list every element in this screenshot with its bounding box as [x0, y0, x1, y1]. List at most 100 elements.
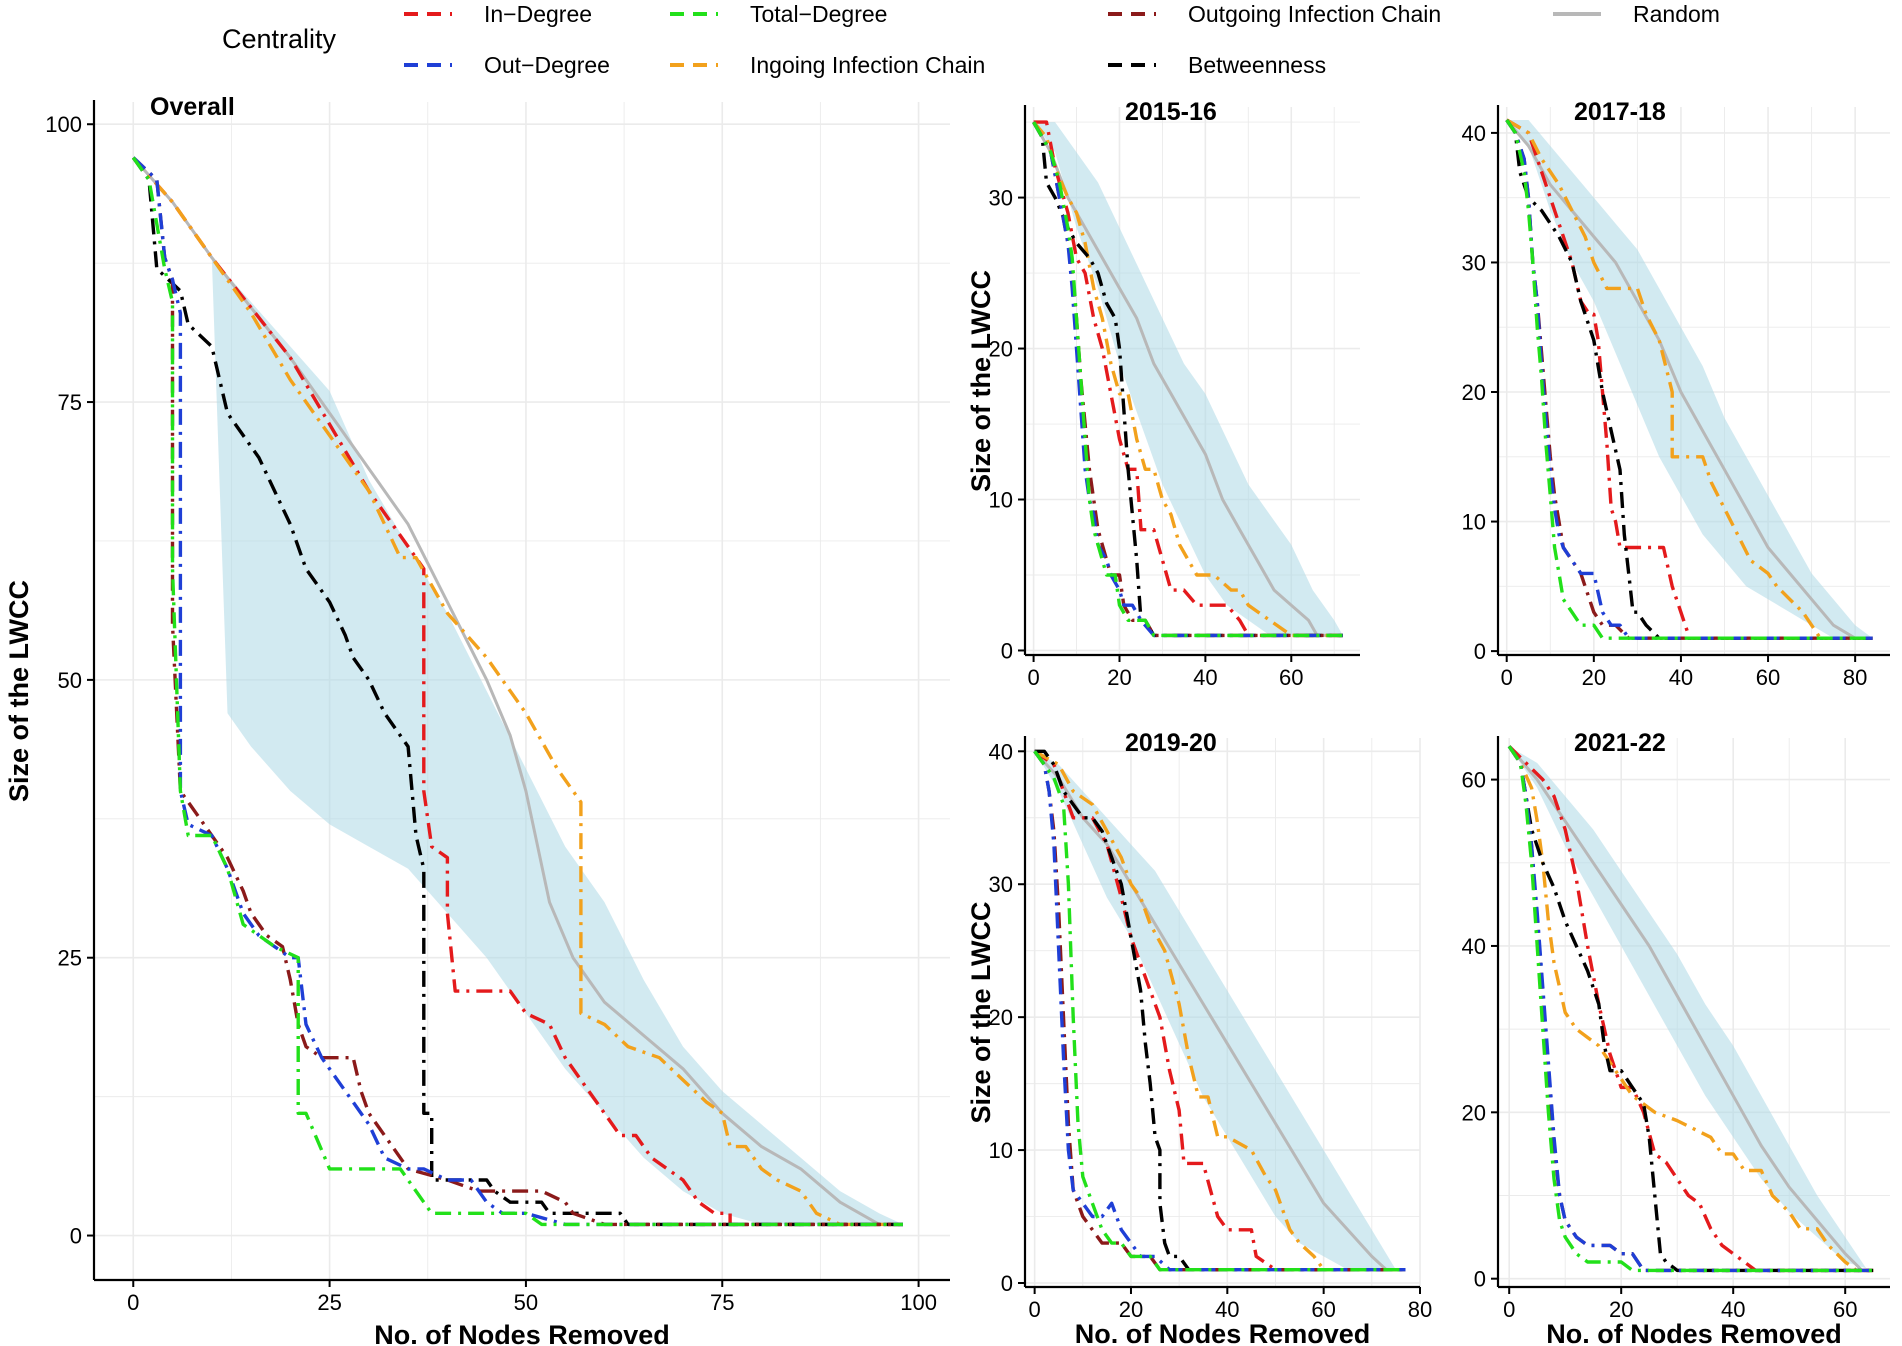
x-tick-label: 20: [1107, 665, 1131, 690]
y-tick-label: 75: [58, 390, 82, 415]
legend-item-outgoing-chain: Outgoing Infection Chain: [1108, 1, 1441, 27]
series-line-betweenness: [1505, 119, 1873, 640]
x-tick-label: 40: [1669, 665, 1693, 690]
panel-2015-16: 0 20 40 60 0 10 20 30 2015-16 Size of the LWCC: [966, 98, 1360, 690]
series-line-out-degree: [1507, 745, 1874, 1273]
y-tick-label: 25: [58, 946, 82, 971]
y-tick-label: 0: [1474, 1267, 1486, 1292]
x-tick-label: 60: [1311, 1297, 1335, 1322]
series-group: [1505, 118, 1873, 640]
legend-item-out-degree: Out−Degree: [404, 52, 610, 78]
series-line-random: [1033, 750, 1406, 1272]
x-tick-label: 50: [514, 1290, 538, 1315]
series-line-in-degree: [132, 156, 903, 1227]
series-line-ingoing-chain: [1505, 118, 1873, 640]
series-line-out-degree: [1032, 121, 1343, 638]
x-tick-label: 100: [900, 1290, 937, 1315]
x-tick-label: 60: [1756, 665, 1780, 690]
x-tick-label: 40: [1721, 1297, 1745, 1322]
panel-2021-22: 0 20 40 60 0 20 40 60 2021-22 No. of Nodes Remove…: [1462, 729, 1890, 1346]
x-tick-label: 0: [1503, 1297, 1515, 1322]
series-line-total-degree: [131, 156, 903, 1227]
series-line-total-degree: [1032, 121, 1343, 638]
y-tick-label: 20: [1462, 1100, 1486, 1125]
legend-label: Betweenness: [1188, 52, 1326, 78]
y-tick-label: 10: [1462, 510, 1486, 535]
series-line-total-degree: [1507, 745, 1874, 1273]
panel-2017-18: 0 20 40 60 80 0 10 20 30 40 2017-18: [1462, 98, 1890, 690]
panel-2019-20: 0 20 40 60 80 0 10 20 30 40 2019-20 No. of Nodes Re…: [966, 729, 1432, 1346]
x-axis-title: No. of Nodes Removed: [374, 1320, 670, 1346]
y-tick-label: 40: [989, 739, 1013, 764]
y-tick-label: 40: [1462, 121, 1486, 146]
series-line-betweenness: [1507, 745, 1874, 1273]
y-tick-label: 0: [1001, 638, 1013, 663]
legend-item-betweenness: Betweenness: [1108, 52, 1326, 78]
series-group: [1033, 749, 1406, 1272]
series-line-betweenness: [131, 156, 903, 1227]
panel-title: 2017-18: [1574, 98, 1666, 126]
x-tick-label: 0: [127, 1290, 139, 1315]
y-tick-label: 0: [1474, 639, 1486, 664]
panel-title: Overall: [150, 93, 235, 121]
legend-item-total-degree: Total−Degree: [670, 1, 887, 27]
x-tick-label: 60: [1279, 665, 1303, 690]
x-tick-label: 20: [1119, 1297, 1143, 1322]
y-axis-title: Size of the LWCC: [966, 902, 996, 1124]
series-line-ingoing-chain: [1033, 749, 1406, 1272]
y-tick-label: 20: [989, 337, 1013, 362]
x-tick-label: 80: [1408, 1297, 1432, 1322]
series-line-ingoing-chain: [1507, 745, 1874, 1273]
y-tick-label: 20: [1462, 380, 1486, 405]
grid: [1025, 738, 1421, 1287]
series-line-out-degree: [132, 156, 903, 1227]
series-line-in-degree: [1505, 118, 1873, 640]
legend-item-in-degree: In−Degree: [404, 1, 592, 27]
y-tick-label: 30: [989, 872, 1013, 897]
series-line-in-degree: [1033, 120, 1343, 638]
series-line-outgoing-chain: [1032, 121, 1343, 638]
y-tick-label: 0: [70, 1224, 82, 1249]
y-tick-label: 30: [1462, 250, 1486, 275]
y-tick-label: 10: [989, 1138, 1013, 1163]
legend-label: Outgoing Infection Chain: [1188, 1, 1441, 27]
series-line-outgoing-chain: [1505, 119, 1873, 640]
series-line-total-degree: [1033, 750, 1406, 1272]
x-tick-label: 75: [710, 1290, 734, 1315]
series-line-total-degree: [1505, 119, 1873, 640]
random-band: [133, 157, 903, 1225]
panel-overall: 0 25 50 75 100 0 25 50 75 100 Overall No. of Nodes …: [4, 93, 950, 1346]
y-tick-label: 20: [989, 1005, 1013, 1030]
series-line-random: [1508, 745, 1874, 1272]
y-tick-label: 100: [45, 112, 82, 137]
series-group: [1507, 745, 1874, 1273]
y-tick-label: 40: [1462, 934, 1486, 959]
x-tick-label: 40: [1215, 1297, 1239, 1322]
series-line-ingoing-chain: [1032, 120, 1343, 638]
random-band: [1033, 122, 1343, 636]
y-axis-title: Size of the LWCC: [4, 580, 34, 802]
series-line-ingoing-chain: [132, 156, 903, 1227]
series-line-betweenness: [1034, 749, 1406, 1272]
legend: Centrality In−Degree Out−Degree Total−Degr…: [222, 1, 1720, 78]
random-band: [1509, 746, 1874, 1271]
legend-label: In−Degree: [484, 1, 592, 27]
x-tick-label: 60: [1833, 1297, 1857, 1322]
panel-title: 2021-22: [1574, 729, 1666, 757]
y-axis-title: Size of the LWCC: [966, 270, 996, 492]
x-axis-title: No. of Nodes Removed: [1546, 1319, 1842, 1346]
x-tick-label: 20: [1609, 1297, 1633, 1322]
legend-label: Total−Degree: [750, 1, 887, 27]
series-line-random: [132, 156, 903, 1226]
legend-item-random: Random: [1553, 1, 1720, 27]
series-line-random: [1032, 121, 1343, 637]
y-tick-label: 0: [1001, 1271, 1013, 1296]
y-tick-label: 60: [1462, 768, 1486, 793]
legend-item-ingoing-chain: Ingoing Infection Chain: [670, 52, 985, 78]
y-tick-label: 50: [58, 668, 82, 693]
x-tick-label: 0: [1029, 1297, 1041, 1322]
series-group: [131, 156, 903, 1227]
legend-label: Out−Degree: [484, 52, 610, 78]
legend-label: Random: [1633, 1, 1720, 27]
